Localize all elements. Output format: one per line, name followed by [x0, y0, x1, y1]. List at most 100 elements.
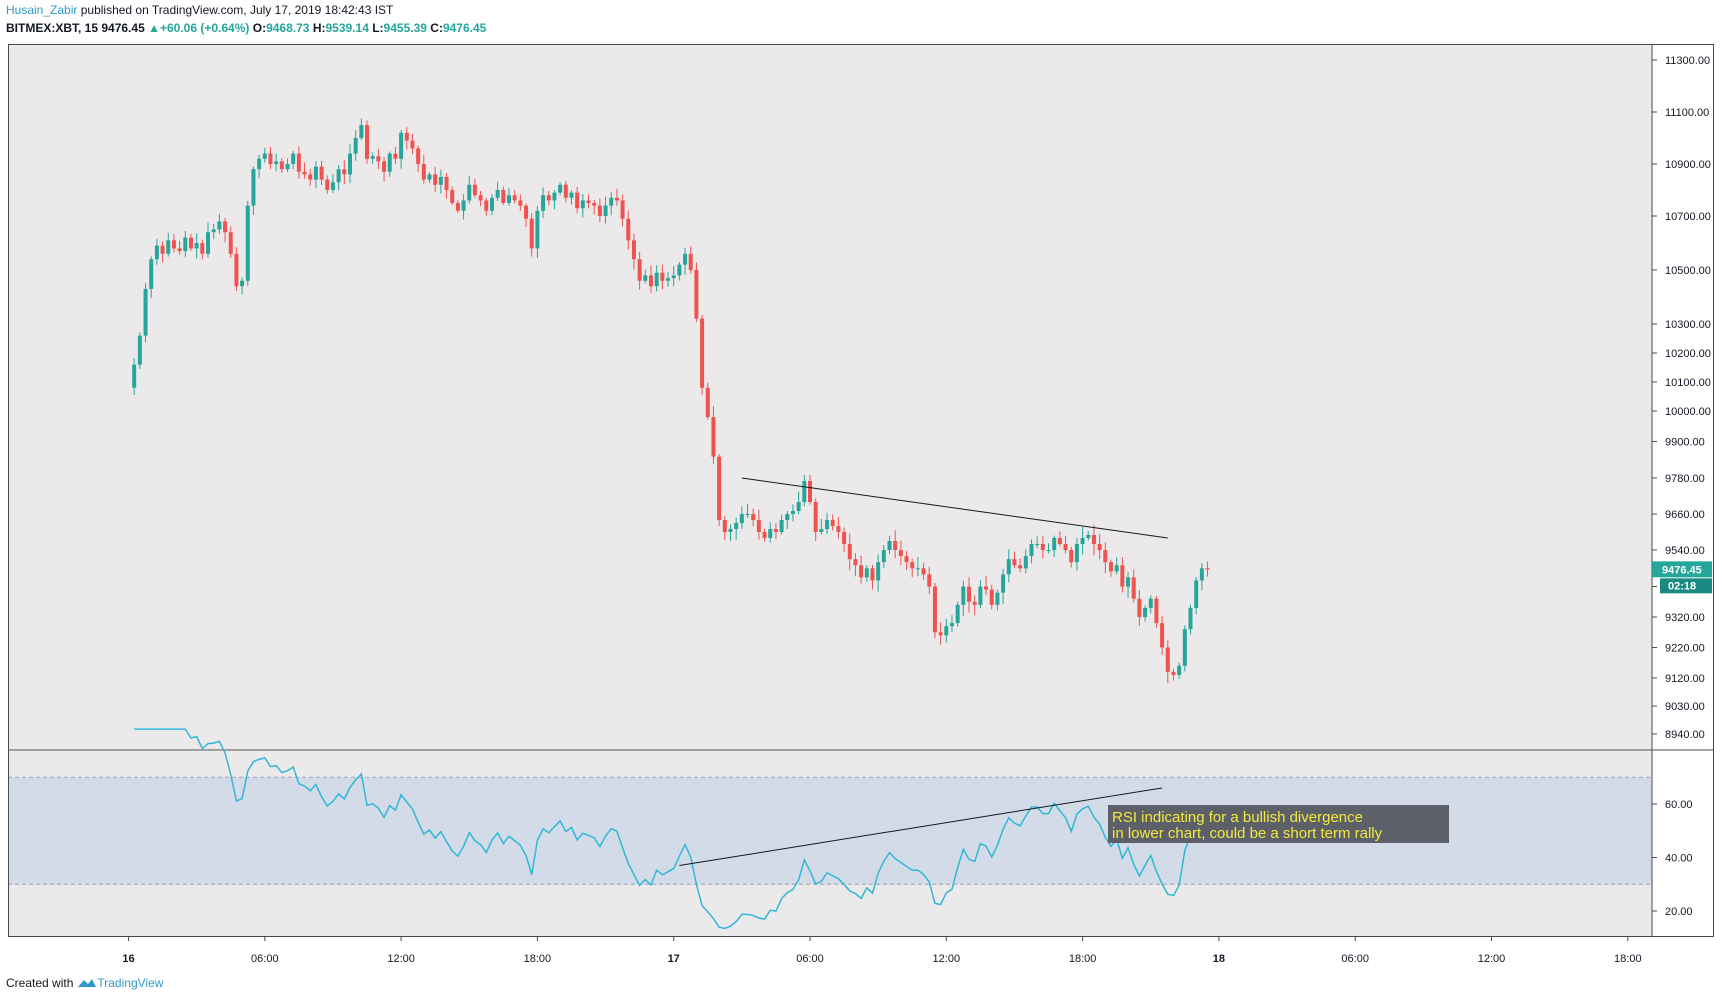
candle-body: [1012, 559, 1017, 566]
candle-body: [347, 153, 352, 175]
published-text: published on TradingView.com, July 17, 2…: [80, 3, 394, 17]
candle-body: [796, 502, 801, 511]
author-link[interactable]: Husain_Zabir: [6, 3, 78, 17]
candle-body: [972, 601, 977, 605]
candle-body: [870, 568, 875, 581]
candle-body: [694, 270, 699, 319]
candle-body: [444, 177, 449, 190]
candle-body: [365, 125, 370, 159]
candle-body: [915, 568, 920, 570]
price-tick-label: 10500.00: [1665, 265, 1711, 277]
candle-body: [308, 174, 313, 180]
candle-body: [705, 387, 710, 418]
candle-body: [467, 184, 472, 201]
candle-body: [938, 632, 943, 636]
candle-body: [251, 169, 256, 206]
candle-body: [1074, 544, 1079, 563]
open-label: O:: [252, 21, 267, 35]
candle-body: [808, 481, 812, 502]
rsi-tick-label: 60.00: [1665, 799, 1693, 811]
candle-body: [881, 550, 886, 563]
candle-body: [206, 232, 211, 254]
candle-body: [1029, 544, 1034, 557]
candle-body: [257, 158, 262, 170]
close-value: 9476.45: [442, 21, 487, 35]
candle-body: [279, 161, 284, 170]
candle-body: [1063, 544, 1068, 550]
candle-body: [524, 205, 529, 219]
candle-body: [1126, 577, 1131, 587]
candle-body: [478, 195, 483, 201]
candle-body: [285, 164, 290, 170]
candle-body: [370, 156, 375, 159]
candle-body: [620, 200, 625, 219]
candle-body: [563, 184, 568, 198]
candle-body: [711, 417, 716, 457]
time-tick-label: 17: [668, 953, 680, 965]
time-tick-label: 12:00: [933, 953, 961, 965]
candle-body: [592, 203, 597, 206]
candle-body: [785, 514, 790, 520]
candle-body: [438, 177, 443, 185]
candle-body: [404, 132, 409, 141]
time-tick-label: 06:00: [796, 953, 824, 965]
candle-body: [836, 526, 841, 532]
price-tick-label: 10200.00: [1665, 348, 1711, 360]
candle-body: [421, 164, 426, 180]
candle-body: [546, 195, 551, 201]
price-tick-label: 9320.00: [1665, 612, 1705, 624]
candle-body: [688, 253, 693, 270]
candle-body: [228, 232, 233, 254]
candle-body: [382, 161, 387, 172]
tradingview-link[interactable]: TradingView: [77, 976, 163, 990]
candle-body: [756, 520, 761, 532]
price-tick-label: 9660.00: [1665, 509, 1705, 521]
candle-body: [217, 221, 222, 230]
time-tick-label: 06:00: [251, 953, 279, 965]
candle-body: [1171, 671, 1176, 675]
candle-body: [319, 166, 324, 180]
candle-body: [1035, 544, 1040, 545]
candle-body: [717, 456, 722, 520]
candle-body: [1143, 607, 1148, 617]
low-label: L:: [372, 21, 384, 35]
price-tick-label: 10900.00: [1665, 159, 1711, 171]
candle-body: [1057, 538, 1062, 544]
candle-body: [211, 229, 216, 233]
candle-body: [802, 481, 807, 502]
rsi-line: [134, 728, 1208, 930]
candle-body: [643, 275, 648, 281]
candle-body: [1177, 665, 1182, 675]
candle-body: [154, 245, 159, 260]
price-tick-label: 9220.00: [1665, 643, 1705, 655]
candle-body: [984, 586, 989, 590]
tradingview-logo-icon: [78, 979, 97, 987]
candle-body: [1069, 550, 1074, 563]
last-price-badge: [1652, 561, 1712, 578]
candle-body: [1086, 535, 1091, 538]
high-value: 9539.14: [325, 21, 369, 35]
candle-body: [955, 604, 960, 624]
candle-body: [648, 275, 653, 287]
candle-body: [1052, 538, 1057, 550]
candle-body: [342, 169, 347, 175]
rsi-trendline: [679, 787, 1163, 867]
chart-frame: [8, 44, 1714, 937]
candle-body: [353, 138, 358, 154]
candle-body: [325, 179, 330, 190]
candle-body: [921, 568, 926, 575]
price-pane: [8, 44, 1652, 750]
candle-body: [790, 511, 795, 514]
candle-body: [978, 586, 983, 605]
time-tick-label: 06:00: [1341, 953, 1369, 965]
candle-body: [552, 192, 557, 201]
candle-body: [1188, 607, 1193, 630]
time-tick-label: 18: [1213, 953, 1225, 965]
candle-body: [1103, 550, 1108, 563]
candle-body: [666, 278, 671, 281]
candle-body: [1091, 535, 1096, 544]
candle-body: [450, 190, 455, 203]
candle-body: [671, 275, 676, 279]
candle-body: [137, 335, 142, 365]
